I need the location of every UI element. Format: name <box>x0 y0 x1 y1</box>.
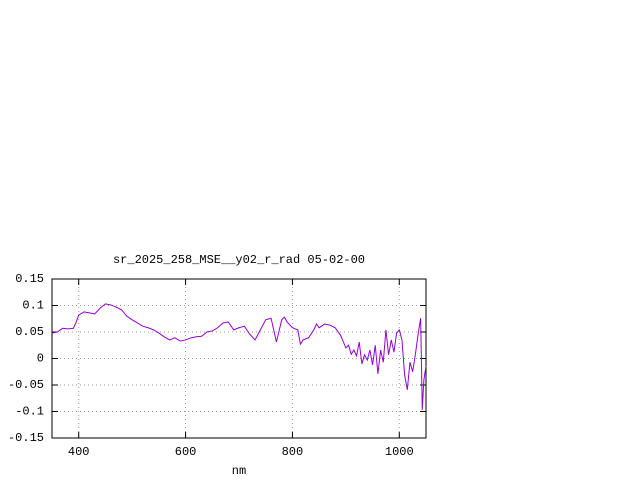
x-axis-label: nm <box>232 464 246 478</box>
x-tick-label: 400 <box>68 445 90 459</box>
y-tick-label: 0.05 <box>15 325 44 339</box>
x-tick-label: 600 <box>175 445 197 459</box>
y-tick-label: -0.05 <box>8 378 44 392</box>
y-tick-label: 0.15 <box>15 272 44 286</box>
chart-title: sr_2025_258_MSE__y02_r_rad 05-02-00 <box>113 253 365 267</box>
plot-border <box>51 278 427 439</box>
x-tick-label: 800 <box>282 445 304 459</box>
x-tick-label: 1000 <box>385 445 414 459</box>
y-tick-label: 0 <box>37 352 44 366</box>
data-line <box>51 303 427 410</box>
y-tick-label: -0.1 <box>15 405 44 419</box>
y-tick-label: -0.15 <box>8 431 44 445</box>
y-tick-label: 0.1 <box>22 299 44 313</box>
